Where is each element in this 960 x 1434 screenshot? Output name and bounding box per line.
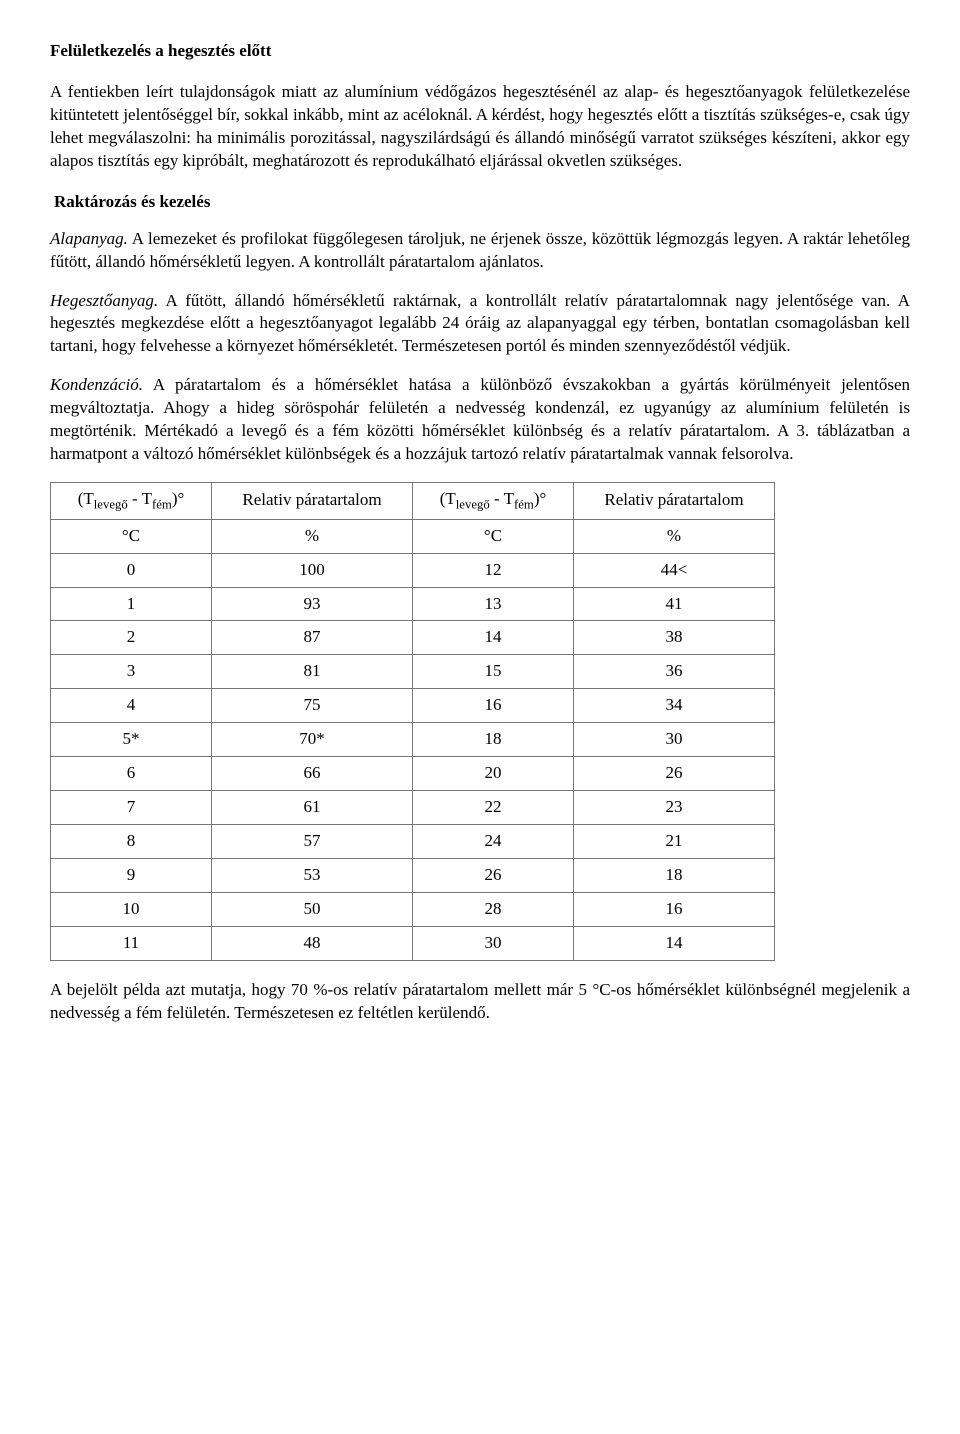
table-cell: 9 [51, 859, 212, 893]
table-cell: 57 [212, 825, 413, 859]
table-row: 01001244< [51, 553, 775, 587]
table-cell: 4 [51, 689, 212, 723]
lead-alapanyag: Alapanyag. [50, 229, 128, 248]
th-relhum-1: Relativ páratartalom [212, 483, 413, 520]
table-cell: 61 [212, 791, 413, 825]
table-cell: 21 [574, 825, 775, 859]
table-cell: 18 [413, 723, 574, 757]
paragraph-hegesztoanyag: Hegesztőanyag. A fűtött, állandó hőmérsé… [50, 290, 910, 359]
th-tdiff-1: (Tlevegő - Tfém)° [51, 483, 212, 520]
th-relhum-2: Relativ páratartalom [574, 483, 775, 520]
table-row: 10502816 [51, 892, 775, 926]
table-cell: 100 [212, 553, 413, 587]
table-cell: 34 [574, 689, 775, 723]
text-kondenzacio: A páratartalom és a hőmérséklet hatása a… [50, 375, 910, 463]
lead-hegesztoanyag: Hegesztőanyag. [50, 291, 158, 310]
table-cell: 81 [212, 655, 413, 689]
table-cell: 66 [212, 757, 413, 791]
table-row: 6662026 [51, 757, 775, 791]
table-cell: 14 [413, 621, 574, 655]
table-row: 1931341 [51, 587, 775, 621]
table-cell: 30 [413, 926, 574, 960]
paragraph-kondenzacio: Kondenzáció. A páratartalom és a hőmérsé… [50, 374, 910, 466]
table-cell: 6 [51, 757, 212, 791]
table-cell: 13 [413, 587, 574, 621]
paragraph-alapanyag: Alapanyag. A lemezeket és profilokat füg… [50, 228, 910, 274]
table-cell: 26 [574, 757, 775, 791]
paragraph-example: A bejelölt példa azt mutatja, hogy 70 %-… [50, 979, 910, 1025]
table-cell: 75 [212, 689, 413, 723]
table-cell: 24 [413, 825, 574, 859]
table-row: 7612223 [51, 791, 775, 825]
table-cell: 7 [51, 791, 212, 825]
unit-c3: °C [413, 519, 574, 553]
table-cell: 2 [51, 621, 212, 655]
table-cell: 22 [413, 791, 574, 825]
table-cell: 28 [413, 892, 574, 926]
table-cell: 1 [51, 587, 212, 621]
unit-c2: % [212, 519, 413, 553]
table-cell: 48 [212, 926, 413, 960]
table-cell: 3 [51, 655, 212, 689]
heading-storage: Raktározás és kezelés [54, 191, 910, 214]
table-row: 3811536 [51, 655, 775, 689]
table-cell: 50 [212, 892, 413, 926]
table-cell: 16 [413, 689, 574, 723]
unit-c1: °C [51, 519, 212, 553]
humidity-table: (Tlevegő - Tfém)° Relativ páratartalom (… [50, 482, 775, 961]
table-cell: 0 [51, 553, 212, 587]
table-row: 2871438 [51, 621, 775, 655]
table-cell: 36 [574, 655, 775, 689]
table-cell: 26 [413, 859, 574, 893]
table-row: 9532618 [51, 859, 775, 893]
table-cell: 23 [574, 791, 775, 825]
table-units-row: °C % °C % [51, 519, 775, 553]
table-cell: 16 [574, 892, 775, 926]
table-cell: 11 [51, 926, 212, 960]
text-alapanyag: A lemezeket és profilokat függőlegesen t… [50, 229, 910, 271]
table-cell: 93 [212, 587, 413, 621]
table-cell: 5* [51, 723, 212, 757]
table-cell: 53 [212, 859, 413, 893]
table-cell: 30 [574, 723, 775, 757]
table-cell: 44< [574, 553, 775, 587]
th-tdiff-2: (Tlevegő - Tfém)° [413, 483, 574, 520]
paragraph-intro: A fentiekben leírt tulajdonságok miatt a… [50, 81, 910, 173]
table-header-row: (Tlevegő - Tfém)° Relativ páratartalom (… [51, 483, 775, 520]
table-row: 4751634 [51, 689, 775, 723]
table-cell: 20 [413, 757, 574, 791]
table-cell: 8 [51, 825, 212, 859]
unit-c4: % [574, 519, 775, 553]
text-hegesztoanyag: A fűtött, állandó hőmérsékletű raktárnak… [50, 291, 910, 356]
table-row: 5*70*1830 [51, 723, 775, 757]
table-row: 11483014 [51, 926, 775, 960]
table-cell: 38 [574, 621, 775, 655]
table-row: 8572421 [51, 825, 775, 859]
heading-surface-treatment: Felületkezelés a hegesztés előtt [50, 40, 910, 63]
table-cell: 12 [413, 553, 574, 587]
table-cell: 70* [212, 723, 413, 757]
table-cell: 15 [413, 655, 574, 689]
lead-kondenzacio: Kondenzáció. [50, 375, 143, 394]
table-cell: 10 [51, 892, 212, 926]
table-cell: 14 [574, 926, 775, 960]
table-cell: 87 [212, 621, 413, 655]
table-cell: 41 [574, 587, 775, 621]
table-cell: 18 [574, 859, 775, 893]
